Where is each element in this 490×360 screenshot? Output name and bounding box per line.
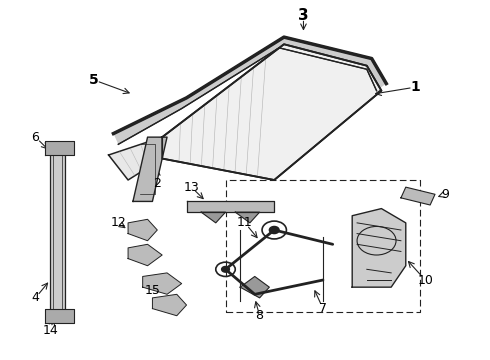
Polygon shape xyxy=(352,208,406,287)
Text: 14: 14 xyxy=(42,324,58,337)
Polygon shape xyxy=(109,137,162,180)
Text: 10: 10 xyxy=(417,274,433,287)
Polygon shape xyxy=(128,244,162,266)
Polygon shape xyxy=(240,276,270,298)
Text: 11: 11 xyxy=(237,216,253,229)
Text: 3: 3 xyxy=(298,8,309,23)
Polygon shape xyxy=(235,212,260,223)
Text: 9: 9 xyxy=(441,188,449,201)
Polygon shape xyxy=(50,144,65,316)
Polygon shape xyxy=(45,141,74,155)
Circle shape xyxy=(221,266,229,272)
Text: 8: 8 xyxy=(256,309,264,322)
Text: 12: 12 xyxy=(110,216,126,229)
Polygon shape xyxy=(114,37,386,144)
Polygon shape xyxy=(152,294,187,316)
Text: 7: 7 xyxy=(319,302,327,315)
Text: 6: 6 xyxy=(31,131,39,144)
Polygon shape xyxy=(187,202,274,212)
Polygon shape xyxy=(45,309,74,323)
Polygon shape xyxy=(133,137,167,202)
Text: 13: 13 xyxy=(184,181,199,194)
Text: 4: 4 xyxy=(31,291,39,305)
Text: 1: 1 xyxy=(411,80,420,94)
Text: 5: 5 xyxy=(89,73,99,87)
Polygon shape xyxy=(143,273,182,294)
Polygon shape xyxy=(162,44,381,180)
Text: 15: 15 xyxy=(145,284,160,297)
Text: 2: 2 xyxy=(153,177,161,190)
Polygon shape xyxy=(201,212,225,223)
Polygon shape xyxy=(401,187,435,205)
Circle shape xyxy=(270,226,279,234)
Polygon shape xyxy=(128,219,157,241)
